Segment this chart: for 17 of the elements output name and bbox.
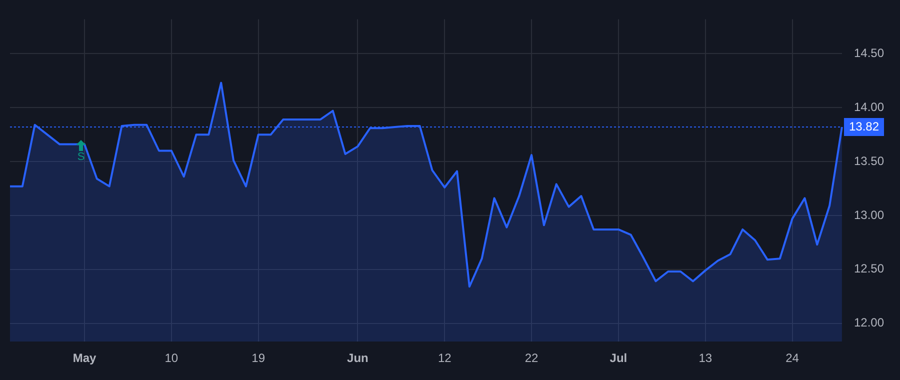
x-tick-label: 13 <box>698 351 712 366</box>
x-tick-label: 12 <box>438 351 452 366</box>
y-tick-label: 12.00 <box>854 316 884 330</box>
annotation: S <box>77 151 85 163</box>
x-tick-label: 10 <box>164 351 178 366</box>
x-tick-label: Jun <box>347 351 368 366</box>
y-tick-label: 14.00 <box>854 100 884 114</box>
x-tick-label: Jul <box>610 351 628 366</box>
x-tick-label: 24 <box>786 351 800 366</box>
ref-line-label: 13.82 <box>848 119 880 134</box>
x-tick-label: 22 <box>524 351 539 366</box>
x-tick-label: 19 <box>252 351 266 366</box>
y-tick-label: 13.00 <box>854 208 884 222</box>
y-tick-label: 13.50 <box>854 154 884 168</box>
y-tick-label: 14.50 <box>854 46 884 60</box>
y-tick-label: 12.50 <box>854 262 884 276</box>
x-tick-label: May <box>72 351 97 366</box>
